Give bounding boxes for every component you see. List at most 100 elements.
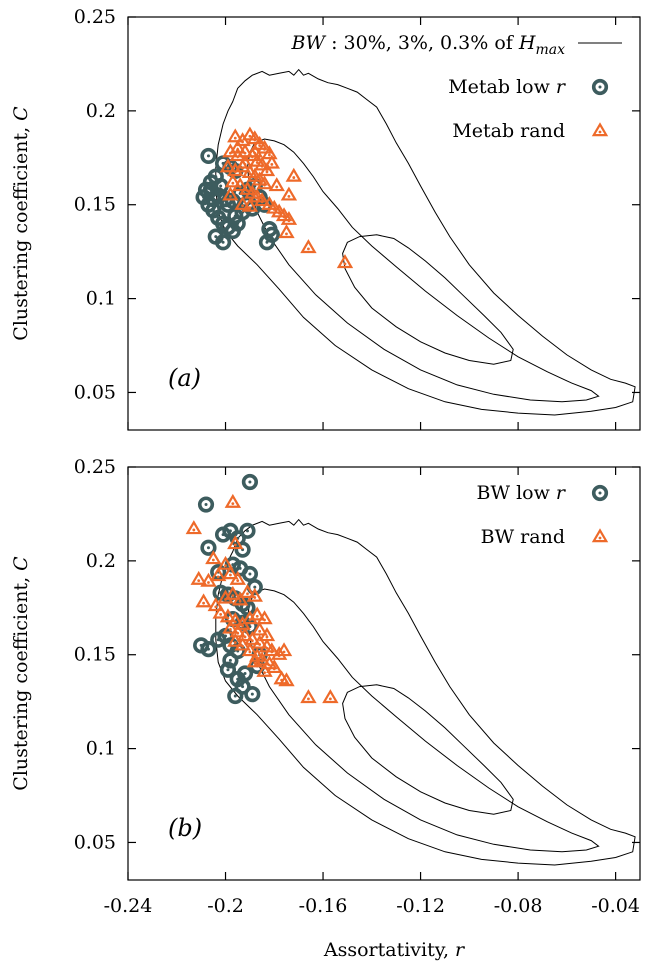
- data-point: [227, 535, 244, 550]
- data-point: [246, 587, 263, 602]
- contour-line: [215, 518, 636, 866]
- data-point: [241, 642, 259, 657]
- x-tick-label: -0.04: [591, 895, 640, 917]
- data-point: [205, 190, 222, 208]
- data-point: [241, 473, 259, 491]
- data-point: [227, 632, 244, 647]
- data-point: [256, 610, 273, 625]
- data-point: [241, 565, 259, 583]
- data-point: [278, 672, 295, 687]
- data-point: [190, 570, 207, 585]
- y-tick-label: 0.15: [74, 644, 116, 666]
- data-point: [300, 689, 317, 704]
- data-point: [219, 608, 237, 623]
- panel-a: 0.05 0.1 0.15 0.2 0.25 BW : 30%, 3%, 0.3% of …: [10, 6, 641, 431]
- data-point: [300, 239, 317, 254]
- y-tick-label: 0.1: [86, 288, 116, 310]
- panel-label: (a): [168, 364, 201, 392]
- data-point: [258, 234, 276, 251]
- legend-marker: [591, 78, 609, 96]
- data-point: [227, 128, 244, 143]
- data-point: [227, 687, 244, 705]
- data-point: [234, 195, 251, 210]
- data-point: [205, 550, 222, 565]
- contour-line: [246, 588, 600, 853]
- panel-label: (b): [168, 814, 202, 842]
- data-point: [207, 597, 224, 612]
- data-point: [219, 661, 237, 678]
- data-point: [256, 175, 273, 190]
- data-point: [200, 640, 217, 658]
- data-point: [285, 167, 302, 182]
- legend-marker: [591, 528, 609, 543]
- legend-label: Metab rand: [452, 120, 565, 142]
- y-tick-label: 0.25: [74, 6, 116, 28]
- data-point: [251, 634, 268, 649]
- data-point: [278, 224, 295, 239]
- data-point: [280, 210, 298, 225]
- data-point: [275, 642, 293, 657]
- contour-line: [342, 684, 514, 815]
- data-point: [244, 630, 261, 645]
- data-point: [246, 143, 263, 158]
- x-tick-label: -0.16: [299, 895, 348, 917]
- data-point: [258, 162, 276, 177]
- data-point: [227, 612, 244, 627]
- y-axis-label: Clustering coefficient, C: [10, 556, 32, 791]
- data-point: [251, 621, 268, 636]
- data-point: [263, 642, 281, 657]
- data-point: [246, 130, 263, 145]
- data-point: [253, 651, 271, 666]
- x-tick-label: -0.2: [207, 895, 244, 917]
- legend-marker: [591, 122, 609, 137]
- data-point: [234, 541, 251, 558]
- data-point: [234, 636, 251, 651]
- legend-label: BW rand: [481, 526, 565, 548]
- data-point: [253, 156, 271, 171]
- data-point: [224, 585, 242, 600]
- data-point: [200, 539, 217, 556]
- contour-line: [215, 68, 636, 416]
- y-axis-label: Clustering coefficient, C: [10, 106, 32, 341]
- x-tick-label: -0.24: [104, 895, 153, 917]
- legend-marker: [591, 484, 609, 502]
- data-point: [224, 173, 242, 188]
- data-point: [229, 139, 246, 154]
- data-point: [246, 653, 263, 668]
- y-tick-label: 0.05: [74, 381, 116, 403]
- data-point: [214, 526, 232, 543]
- data-point: [253, 192, 271, 207]
- data-point: [195, 593, 212, 608]
- data-point: [261, 145, 278, 160]
- data-point: [222, 186, 239, 201]
- data-point: [200, 147, 217, 165]
- plot-frame: [127, 466, 641, 881]
- data-point: [229, 570, 246, 585]
- data-point: [236, 627, 254, 642]
- y-tick-label: 0.2: [86, 100, 116, 122]
- data-point: [236, 154, 254, 169]
- data-point: [256, 139, 273, 154]
- y-tick-label: 0.25: [74, 456, 116, 478]
- data-point: [268, 177, 285, 192]
- panel-b: 0.05 0.1 0.15 0.2 0.25 -0.24 -0.2 -0.16 -0.12 -0.…: [10, 456, 641, 961]
- legend-label: Metab low r: [448, 76, 567, 98]
- y-tick-label: 0.05: [74, 831, 116, 853]
- y-tick-label: 0.1: [86, 738, 116, 760]
- legend-label: BW low r: [477, 482, 567, 504]
- data-point: [263, 154, 281, 169]
- data-point: [224, 493, 242, 508]
- data-point: [222, 619, 239, 634]
- data-point: [236, 665, 254, 682]
- data-point: [222, 565, 239, 580]
- data-point: [219, 158, 237, 173]
- y-tick-label: 0.15: [74, 194, 116, 216]
- data-point: [239, 584, 256, 598]
- data-point: [222, 652, 239, 669]
- y-tick-label: 0.2: [86, 550, 116, 572]
- data-point: [185, 520, 203, 535]
- data-point: [256, 662, 273, 677]
- data-point: [280, 186, 298, 201]
- data-point: [214, 234, 232, 251]
